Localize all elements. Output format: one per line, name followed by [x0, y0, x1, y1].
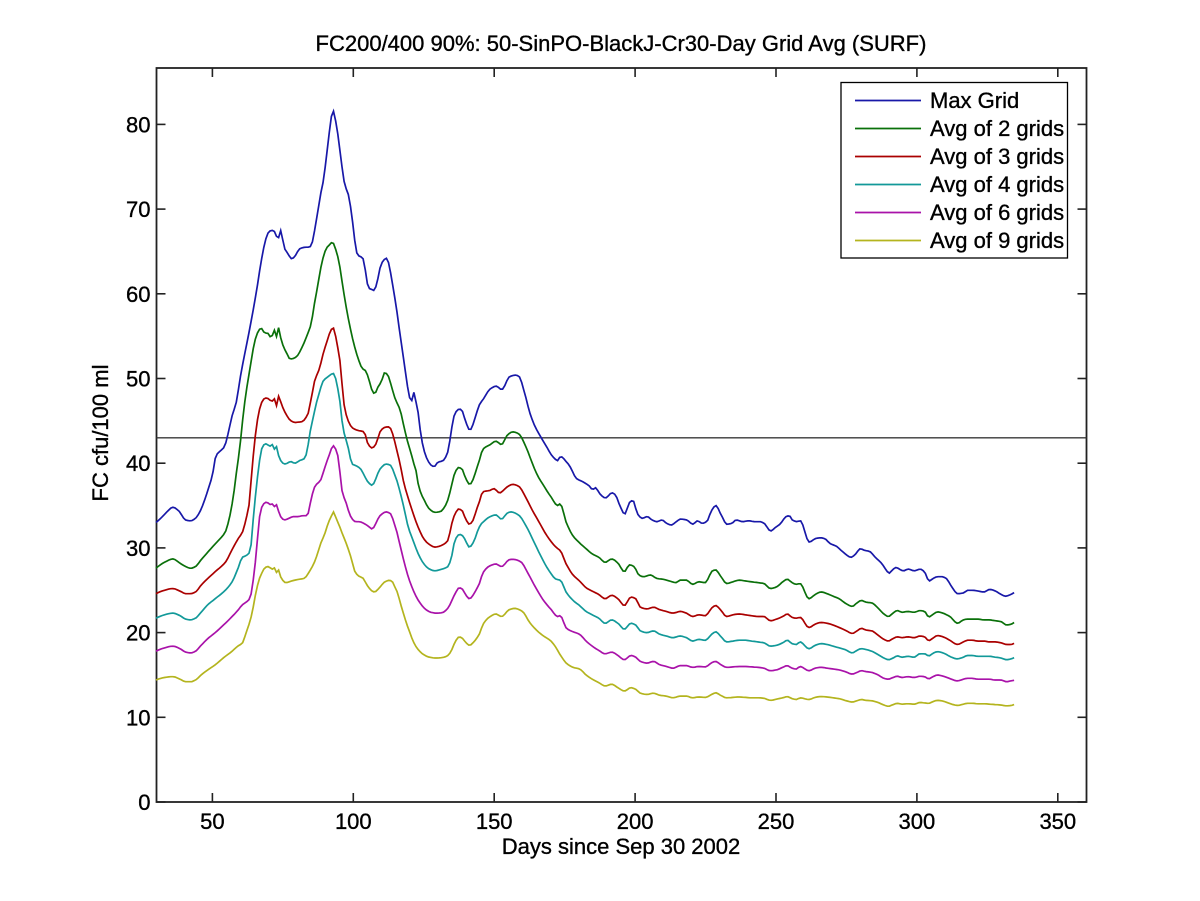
svg-text:0: 0: [138, 790, 150, 815]
svg-text:50: 50: [200, 809, 224, 834]
svg-text:150: 150: [476, 809, 513, 834]
svg-text:250: 250: [758, 809, 795, 834]
svg-text:Avg of 3 grids: Avg of 3 grids: [930, 144, 1064, 169]
svg-text:10: 10: [126, 705, 150, 730]
svg-text:Days since Sep 30 2002: Days since Sep 30 2002: [502, 834, 741, 859]
svg-text:Avg of 9 grids: Avg of 9 grids: [930, 228, 1064, 253]
svg-text:80: 80: [126, 112, 150, 137]
svg-text:30: 30: [126, 536, 150, 561]
svg-text:40: 40: [126, 451, 150, 476]
svg-text:Avg of 6 grids: Avg of 6 grids: [930, 200, 1064, 225]
svg-text:300: 300: [899, 809, 936, 834]
svg-text:FC200/400 90%: 50-SinPO-BlackJ: FC200/400 90%: 50-SinPO-BlackJ-Cr30-Day …: [316, 31, 927, 56]
svg-text:50: 50: [126, 367, 150, 392]
svg-text:70: 70: [126, 197, 150, 222]
svg-text:Max Grid: Max Grid: [930, 88, 1019, 113]
svg-text:60: 60: [126, 282, 150, 307]
svg-text:100: 100: [335, 809, 372, 834]
svg-text:200: 200: [617, 809, 654, 834]
svg-text:FC cfu/100 ml: FC cfu/100 ml: [88, 365, 113, 502]
svg-text:20: 20: [126, 621, 150, 646]
svg-text:Avg of 4 grids: Avg of 4 grids: [930, 172, 1064, 197]
svg-text:Avg of 2 grids: Avg of 2 grids: [930, 116, 1064, 141]
svg-text:350: 350: [1039, 809, 1076, 834]
